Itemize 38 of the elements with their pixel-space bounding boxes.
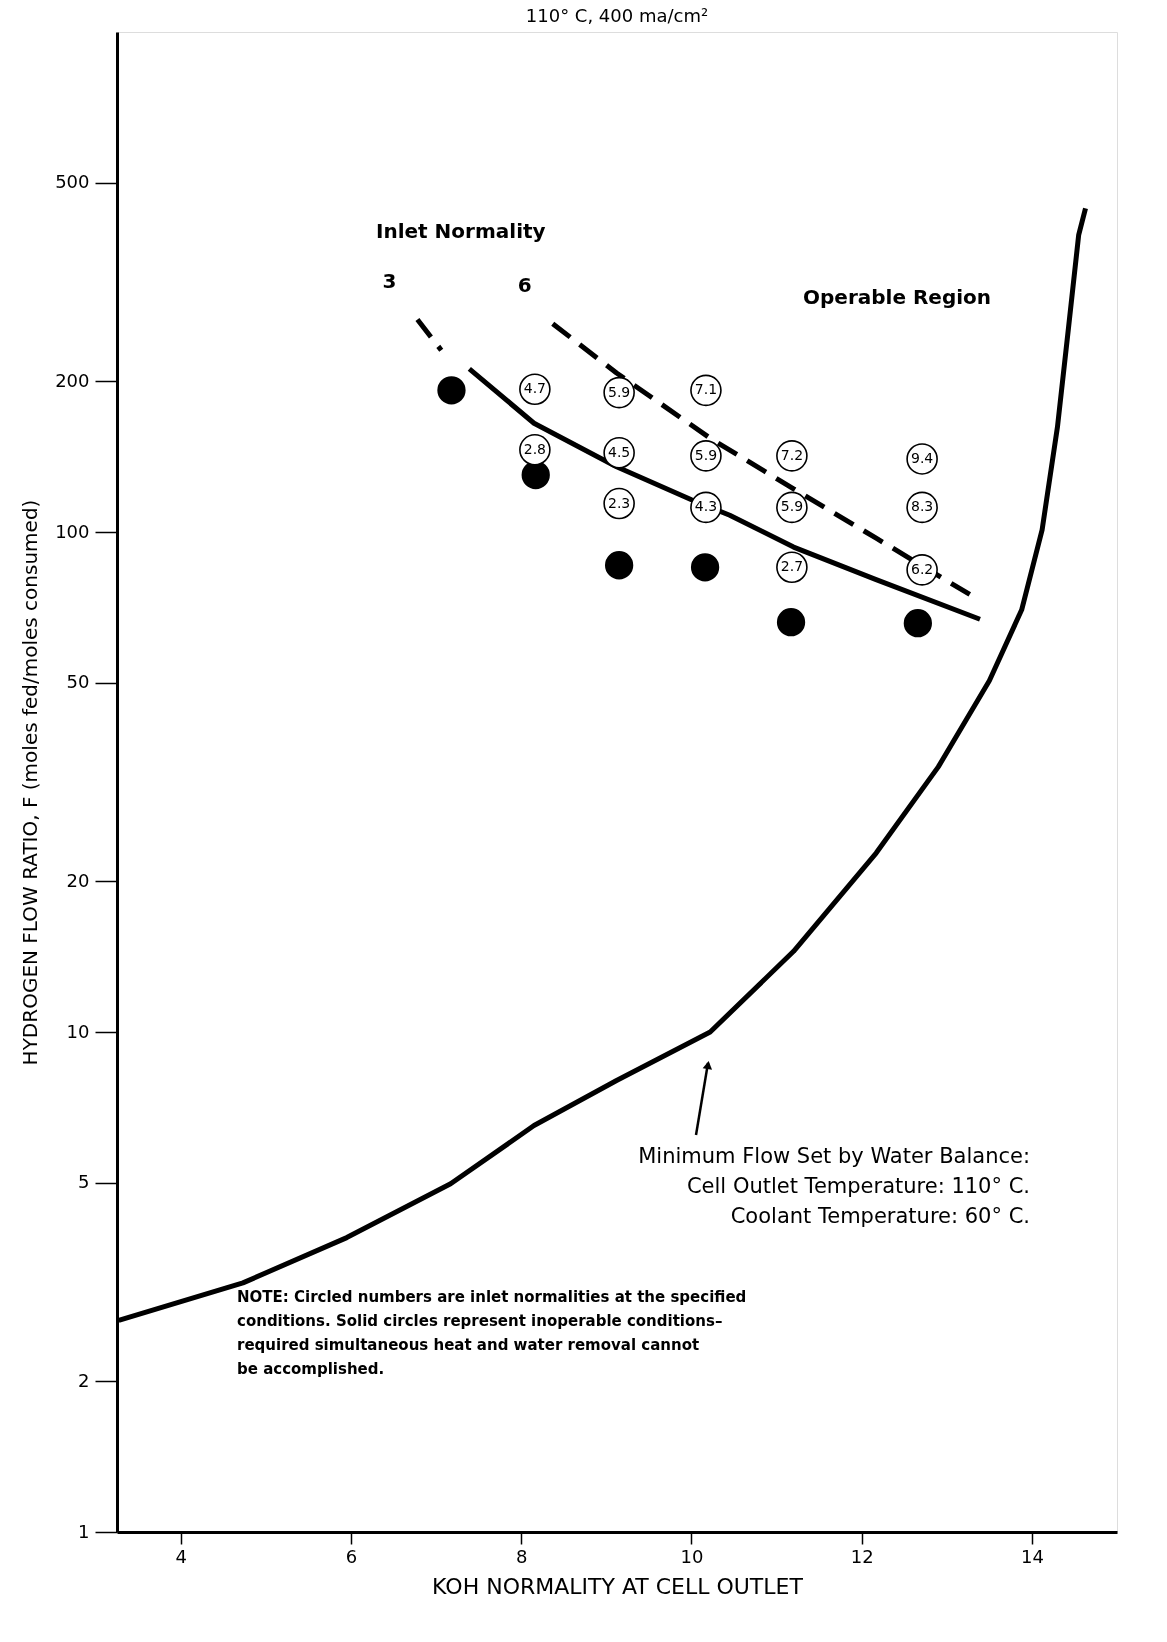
- annotation: 5.9: [607, 383, 631, 400]
- annotation: 8.3: [910, 498, 934, 515]
- annotation: Inlet Normality: [376, 219, 546, 243]
- x-tick-label: 10: [680, 1545, 704, 1567]
- x-tick-label: 8: [516, 1545, 528, 1567]
- annotation: 4.7: [523, 380, 547, 397]
- y-tick-label: 50: [66, 671, 90, 693]
- y-axis-title: HYDROGEN FLOW RATIO, F (moles fed/moles consumed): [18, 499, 43, 1066]
- y-tick-label: 1: [78, 1520, 90, 1542]
- annotation: 5.9: [780, 498, 804, 515]
- annotation: Operable Region: [803, 285, 992, 309]
- y-tick-label: 500: [55, 171, 90, 193]
- y-tick-label: 10: [66, 1020, 90, 1042]
- annotation: 5.9: [694, 446, 718, 463]
- x-tick-label: 12: [850, 1545, 874, 1567]
- annotation: 7.1: [694, 381, 718, 398]
- annotation: Minimum Flow Set by Water Balance: Cell Outlet Temperature: 110° C. Coolant Temperature: 60° C.: [638, 1144, 1030, 1228]
- y-tick-label: 20: [66, 869, 90, 891]
- y-tick-label: 200: [55, 369, 90, 391]
- annotation: 2.7: [780, 558, 804, 575]
- x-tick-label: 14: [1020, 1545, 1044, 1567]
- y-tick-label: 5: [78, 1171, 90, 1193]
- y-tick-label: 2: [78, 1369, 90, 1391]
- annotation: 4.3: [694, 498, 718, 515]
- annotation: 2.3: [607, 494, 631, 511]
- x-tick-label: 6: [345, 1545, 358, 1567]
- x-tick-label: 4: [175, 1545, 188, 1567]
- chart-title: 110° C, 400 ma/cm²: [525, 5, 709, 26]
- annotation: 7.2: [780, 446, 804, 463]
- annotation: 6.2: [910, 560, 934, 577]
- annotation: 9.4: [910, 449, 934, 466]
- x-axis-title: KOH NORMALITY AT CELL OUTLET: [432, 1573, 804, 1599]
- annotation: NOTE: Circled numbers are inlet normalities at the specified conditions. Solid circles represent inoperable conditions– required simultaneous heat and water removal cannot be accomplished.: [237, 1288, 747, 1378]
- series-label: 6: [517, 272, 532, 297]
- annotation: 4.5: [607, 443, 631, 460]
- y-tick-label: 100: [55, 520, 90, 542]
- series-label: 3: [382, 268, 397, 293]
- annotation: 2.8: [523, 440, 547, 457]
